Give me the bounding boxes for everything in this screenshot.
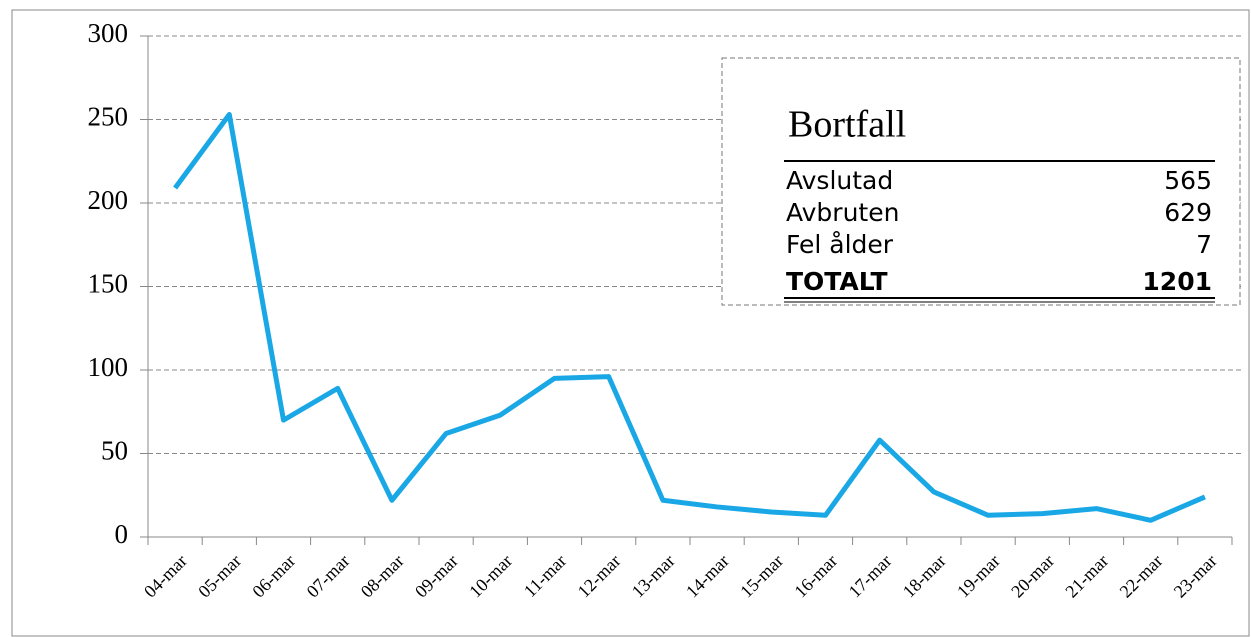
table-title: Bortfall (788, 104, 906, 146)
chart-frame (11, 9, 1250, 637)
y-tick-label: 150 (88, 269, 129, 299)
table-value: 629 (1164, 198, 1212, 227)
x-tick-label: 20-mar (1007, 551, 1058, 602)
y-tick-label: 50 (101, 436, 128, 466)
x-tick-label: 14-mar (682, 551, 733, 602)
x-tick-label: 23-mar (1170, 551, 1221, 602)
x-tick-label: 19-mar (953, 551, 1004, 602)
x-tick-label: 13-mar (628, 551, 679, 602)
y-tick-label: 100 (88, 352, 129, 382)
x-tick-label: 16-mar (790, 551, 841, 602)
table-value: 565 (1164, 166, 1212, 195)
x-tick-label: 04-mar (140, 551, 191, 602)
table-label: Fel ålder (786, 230, 894, 259)
y-tick-label: 300 (88, 18, 129, 48)
x-tick-label: 07-mar (303, 551, 354, 602)
table-label: Avslutad (786, 166, 893, 195)
table-total-value: 1201 (1142, 267, 1212, 296)
table-frame (721, 57, 1241, 306)
x-tick-label: 15-mar (736, 551, 787, 602)
data-line (173, 111, 1206, 523)
x-tick-label: 06-mar (248, 551, 299, 602)
x-tick-label: 22-mar (1116, 551, 1167, 602)
x-tick-label: 18-mar (899, 551, 950, 602)
x-tick-label: 05-mar (194, 551, 245, 602)
x-tick-label: 11-mar (520, 551, 570, 601)
table-total-label: TOTALT (786, 267, 888, 296)
table-value: 7 (1196, 230, 1212, 259)
table-label: Avbruten (786, 198, 899, 227)
summary-table: Bortfall Avslutad 565 Avbruten 629 Fel ålder… (721, 57, 1241, 306)
x-tick-label: 09-mar (411, 551, 462, 602)
x-tick-label: 12-mar (574, 551, 625, 602)
y-tick-label: 0 (115, 519, 129, 549)
x-tick-label: 10-mar (465, 551, 516, 602)
x-tick-label: 21-mar (1061, 551, 1112, 602)
y-tick-label: 250 (88, 102, 129, 132)
y-tick-label: 200 (88, 185, 129, 215)
x-tick-label: 08-mar (357, 551, 408, 602)
x-tick-label: 17-mar (845, 551, 896, 602)
